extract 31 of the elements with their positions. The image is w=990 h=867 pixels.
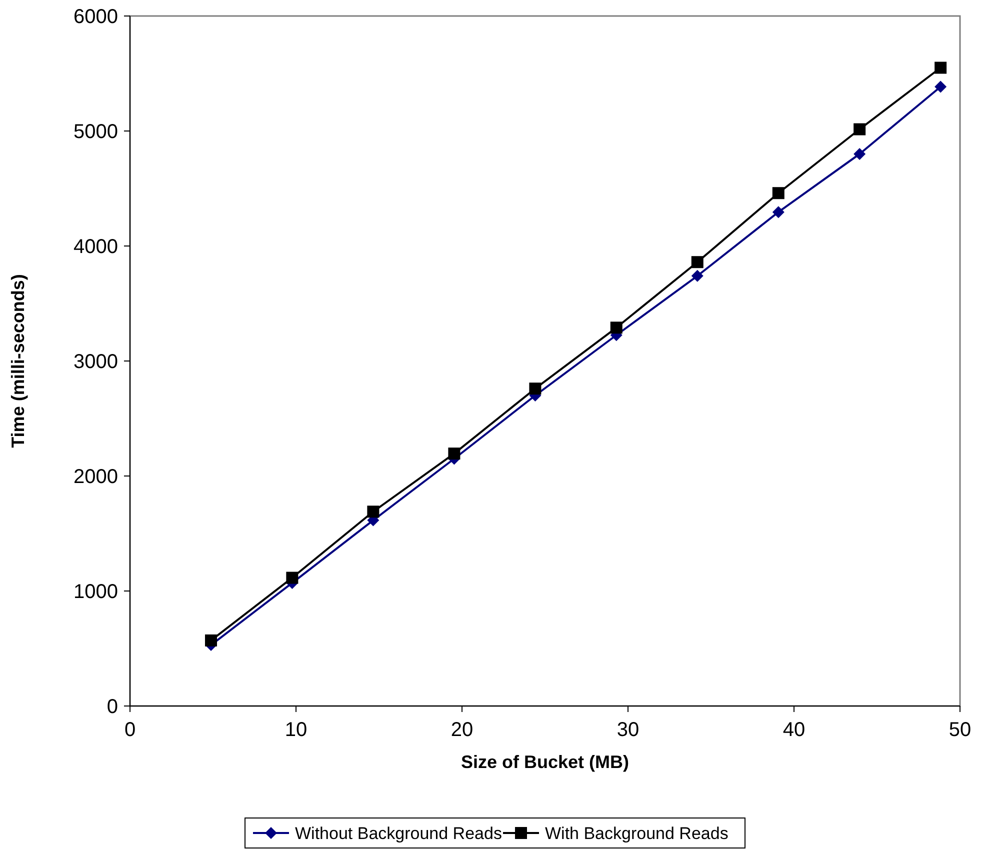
point [691,256,704,268]
y-tick-label: 4000 [74,236,118,258]
x-tick-label: 40 [782,719,806,741]
x-tick-label: 0 [124,719,136,741]
point [367,506,380,518]
x-tick-label: 50 [948,719,972,741]
point [934,80,947,93]
legend-label: Without Background Reads [295,824,502,843]
y-tick-label: 1000 [74,581,118,603]
point [854,123,866,136]
point [772,206,784,218]
y-tick-label: 2000 [74,466,118,488]
y-tick-label: 3000 [74,351,118,373]
point [772,187,784,200]
x-tick-label: 10 [284,719,308,741]
point [610,322,622,334]
point [691,270,704,282]
x-axis-title: Size of Bucket (MB) [460,752,630,772]
point [854,148,866,160]
y-tick-label: 0 [106,696,118,718]
point [448,448,460,460]
legend-label: With Background Reads [545,824,728,843]
y-tick-label: 6000 [74,6,118,28]
point [286,572,298,584]
point [934,62,947,74]
x-tick-label: 30 [616,719,640,741]
y-tick-label: 5000 [74,121,118,143]
point [205,634,218,646]
x-tick-label: 20 [450,719,474,741]
y-axis-title: Time (milli-seconds) [8,274,28,448]
point [529,382,542,395]
